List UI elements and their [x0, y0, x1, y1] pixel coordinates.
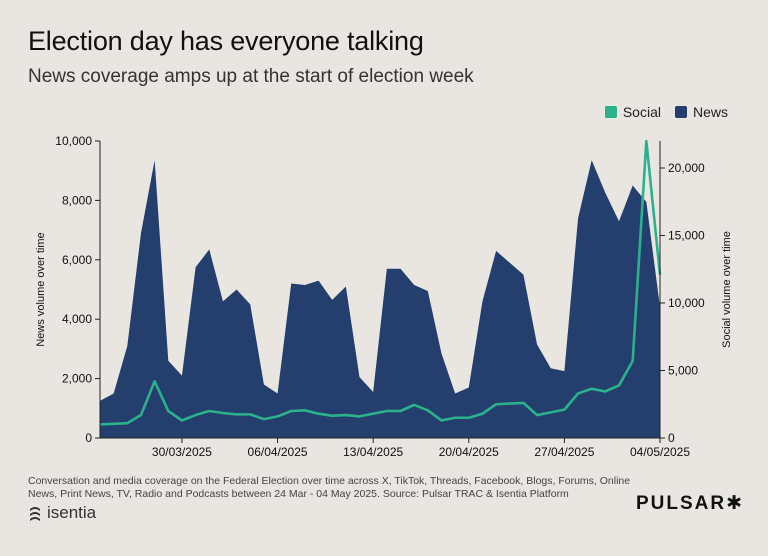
isentia-logo: isentia: [28, 503, 96, 523]
right-axis-tick-label: 10,000: [668, 296, 705, 310]
left-axis-tick-label: 0: [85, 431, 92, 445]
legend-swatch-social: [604, 106, 617, 118]
x-axis-tick-label: 06/04/2025: [248, 445, 308, 459]
right-axis-tick-label: 5,000: [668, 364, 698, 378]
chart-subtitle: News coverage amps up at the start of el…: [28, 66, 474, 87]
legend-swatch-news: [674, 106, 687, 118]
left-axis-tick-label: 6,000: [62, 253, 92, 267]
isentia-logo-icon: [30, 507, 40, 521]
right-axis-tick-label: 0: [668, 431, 675, 445]
legend-item-social: Social: [604, 104, 661, 120]
footnote: Conversation and media coverage on the F…: [28, 475, 631, 500]
x-axis-tick-label: 30/03/2025: [152, 445, 212, 459]
left-axis-tick-label: 4,000: [62, 312, 92, 326]
right-axis-title: Social volume over time: [721, 231, 733, 348]
right-axis-tick-label: 15,000: [668, 229, 705, 243]
right-axis-tick-label: 20,000: [668, 161, 705, 175]
social-line-series: [99, 139, 662, 426]
legend-label-social: Social: [622, 104, 661, 120]
chart-title: Election day has everyone talking: [28, 26, 424, 56]
left-axis-tick-label: 10,000: [55, 134, 92, 148]
legend: Social News: [591, 104, 728, 120]
x-axis-tick-label: 04/05/2025: [630, 445, 690, 459]
legend-label-news: News: [692, 104, 728, 120]
x-axis-tick-label: 13/04/2025: [343, 445, 403, 459]
left-axis-tick-label: 2,000: [62, 372, 92, 386]
left-axis-tick-label: 8,000: [62, 193, 92, 207]
pulsar-logo: PULSAR✱: [635, 493, 744, 514]
legend-item-news: News: [674, 104, 728, 120]
x-axis-tick-label: 20/04/2025: [439, 445, 499, 459]
left-axis-title: News volume over time: [35, 232, 47, 346]
x-axis-tick-label: 27/04/2025: [534, 445, 594, 459]
news-area-series: [100, 160, 660, 438]
isentia-logo-text: isentia: [47, 503, 97, 522]
